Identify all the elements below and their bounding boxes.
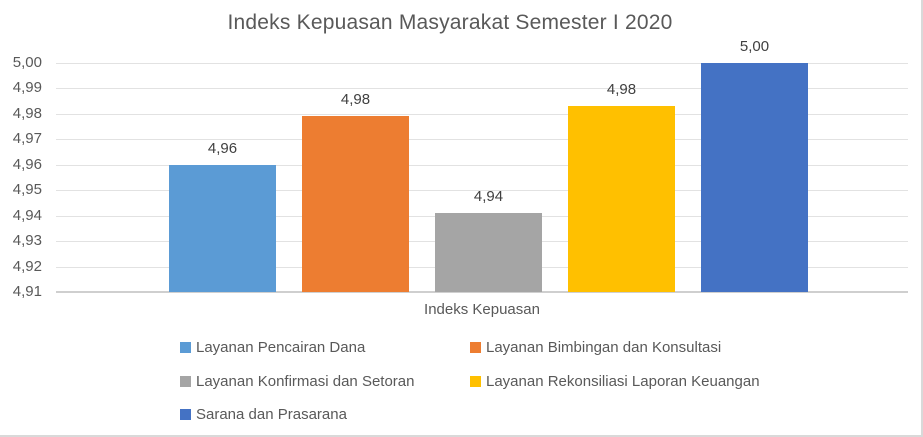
data-label: 4,94: [473, 188, 504, 206]
y-tick-label: 4,97: [12, 130, 42, 147]
y-tick-label: 5,00: [12, 54, 42, 71]
legend-swatch-icon: [470, 342, 481, 353]
data-label: 5,00: [739, 38, 770, 55]
y-tick-label: 4,91: [12, 283, 42, 300]
y-tick-label: 4,99: [12, 79, 42, 96]
legend-label: Layanan Bimbingan dan Konsultasi: [486, 339, 722, 356]
legend-label: Sarana dan Prasarana: [196, 406, 347, 423]
gridline: [56, 139, 908, 140]
bar-3: [435, 213, 542, 292]
bar-2: [302, 116, 409, 292]
data-label: 4,98: [606, 81, 637, 99]
legend-swatch-icon: [180, 342, 191, 353]
gridline: [56, 165, 908, 166]
legend-label: Layanan Pencairan Dana: [196, 339, 366, 356]
y-tick-label: 4,93: [12, 232, 42, 249]
legend-label: Layanan Konfirmasi dan Setoran: [196, 373, 415, 390]
bar-4: [568, 106, 675, 292]
legend-swatch-icon: [180, 376, 191, 387]
y-tick-label: 4,95: [12, 181, 42, 198]
y-tick-label: 4,98: [12, 105, 42, 122]
chart-title: Indeks Kepuasan Masyarakat Semester I 20…: [227, 11, 673, 34]
x-axis-title: Indeks Kepuasan: [424, 301, 540, 318]
gridline: [56, 190, 908, 191]
y-tick-label: 4,96: [12, 156, 42, 173]
legend-label: Layanan Rekonsiliasi Laporan Keuangan: [486, 373, 760, 390]
x-axis-line: [56, 291, 908, 293]
data-label: 4,96: [207, 139, 238, 157]
y-tick-label: 4,92: [12, 258, 42, 275]
legend-swatch-icon: [180, 409, 191, 420]
gridline: [56, 63, 908, 64]
bar-5: [701, 63, 808, 292]
gridline: [56, 88, 908, 89]
y-tick-label: 4,94: [12, 207, 42, 224]
bar-1: [169, 164, 276, 292]
legend-swatch-icon: [470, 376, 481, 387]
data-label: 4,98: [340, 91, 371, 109]
gridline: [56, 114, 908, 115]
